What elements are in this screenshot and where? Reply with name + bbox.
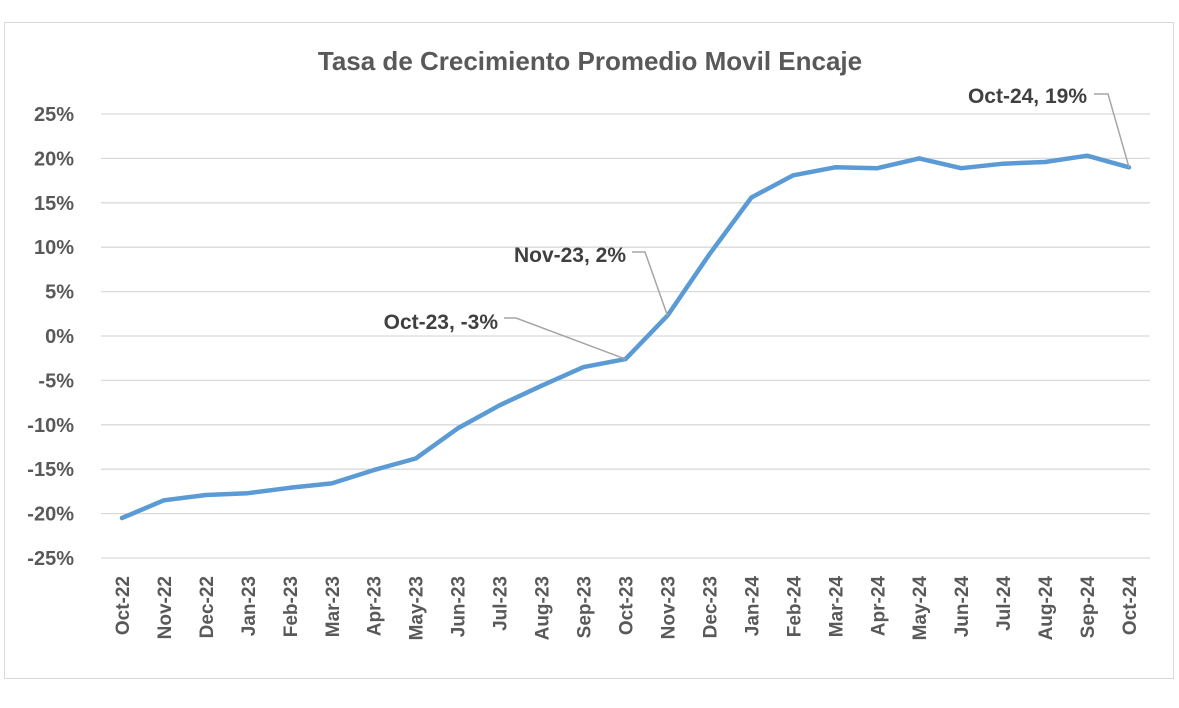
- x-tick-label: Mar-23: [323, 576, 344, 637]
- data-point: [875, 166, 880, 171]
- data-point: [749, 195, 754, 200]
- x-tick-label: May-24: [910, 576, 931, 641]
- x-tick-label: Jul-24: [994, 576, 1015, 631]
- y-tick-label: -10%: [27, 415, 74, 437]
- data-point: [791, 173, 796, 178]
- y-tick-label: -15%: [27, 459, 74, 481]
- x-tick-label: Jun-24: [952, 576, 973, 638]
- y-tick-label: -5%: [38, 370, 74, 392]
- x-tick-label: Jan-24: [742, 576, 763, 637]
- data-point: [581, 365, 586, 370]
- x-tick-label: Sep-24: [1078, 576, 1099, 639]
- x-tick-label: Mar-24: [826, 576, 847, 638]
- annotation-leader: [504, 317, 626, 360]
- data-point: [371, 468, 376, 473]
- data-point: [455, 426, 460, 431]
- chart-title: Tasa de Crecimiento Promedio Movil Encaj…: [318, 46, 862, 76]
- chart-frame: [4, 22, 1174, 679]
- x-tick-label: Oct-24: [1120, 576, 1141, 636]
- data-point: [539, 383, 544, 388]
- data-label: Oct-24, 19%: [968, 85, 1087, 108]
- data-point: [833, 165, 838, 170]
- x-tick-label: Sep-23: [575, 576, 596, 638]
- data-point: [959, 166, 964, 171]
- x-tick-label: Jun-23: [449, 576, 470, 637]
- annotations: Oct-23, -3% Nov-23, 2% Oct-24, 19%: [384, 85, 1130, 360]
- annotation-leader: [1094, 93, 1130, 168]
- x-axis-ticks: Oct-22 Nov-22 Dec-22 Jan-23 Feb-23 Mar-23 Apr-…: [113, 576, 1141, 641]
- y-tick-label: 0%: [45, 326, 74, 348]
- x-tick-label: Jul-23: [491, 576, 512, 631]
- x-tick-label: Aug-24: [1036, 576, 1057, 641]
- series-layer: [119, 153, 1132, 521]
- data-point: [161, 498, 166, 503]
- y-tick-label: -20%: [27, 504, 74, 526]
- data-point: [329, 481, 334, 486]
- x-tick-label: Nov-23: [658, 576, 679, 639]
- y-tick-label: 25%: [34, 104, 74, 126]
- data-point: [245, 491, 250, 496]
- y-axis-ticks: -25% -20% -15% -10% -5% 0% 5% 10% 15% 20% 25%: [27, 104, 74, 570]
- data-point: [707, 252, 712, 257]
- data-point: [119, 516, 124, 521]
- x-tick-label: Apr-24: [868, 576, 889, 637]
- x-tick-label: Oct-22: [113, 576, 134, 635]
- data-point: [1001, 161, 1006, 166]
- series-line: [119, 153, 1132, 521]
- x-tick-label: Oct-23: [617, 576, 638, 635]
- x-tick-label: May-23: [407, 576, 428, 640]
- data-point: [917, 156, 922, 161]
- x-tick-label: Feb-23: [281, 576, 302, 637]
- annotation-leader: [632, 251, 669, 316]
- data-point: [1085, 153, 1090, 158]
- x-tick-label: Aug-23: [533, 576, 554, 640]
- x-tick-label: Apr-23: [365, 576, 386, 636]
- x-tick-label: Nov-22: [155, 576, 176, 639]
- data-point: [497, 403, 502, 408]
- data-point: [1043, 159, 1048, 164]
- x-tick-label: Dec-23: [700, 576, 721, 638]
- x-tick-label: Dec-22: [197, 576, 218, 638]
- x-tick-label: Feb-24: [784, 576, 805, 638]
- y-tick-label: 20%: [34, 148, 74, 170]
- y-tick-label: 5%: [45, 282, 74, 304]
- gridlines: [101, 113, 1150, 559]
- y-tick-label: -25%: [27, 548, 74, 570]
- data-point: [413, 456, 418, 461]
- y-tick-label: 15%: [34, 193, 74, 215]
- data-point: [287, 485, 292, 490]
- data-point: [203, 492, 208, 497]
- x-tick-label: Jan-23: [239, 576, 260, 636]
- y-tick-label: 10%: [34, 237, 74, 259]
- data-label: Oct-23, -3%: [384, 311, 499, 334]
- data-label: Nov-23, 2%: [514, 244, 626, 267]
